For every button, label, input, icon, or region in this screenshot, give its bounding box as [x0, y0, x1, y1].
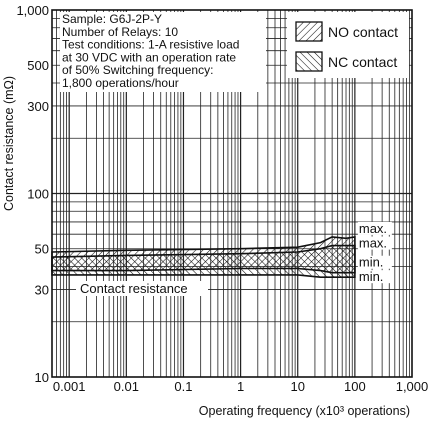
- annotation-line: Sample: G6J-2P-Y: [62, 12, 162, 26]
- annotation-background: [60, 12, 266, 92]
- x-axis-label: Operating frequency (x10³ operations): [199, 404, 410, 418]
- y-tick-label: 30: [35, 282, 49, 297]
- x-tick-label: 1: [237, 379, 244, 394]
- x-tick-label: 0.1: [174, 379, 192, 394]
- plot-frame: [51, 9, 413, 378]
- y-tick-label: 300: [27, 99, 49, 114]
- x-tick-label: 0.01: [114, 379, 139, 394]
- legend: NO contact NC contact: [287, 12, 409, 78]
- bound-label: max.: [359, 221, 387, 236]
- y-axis-label: Contact resistance (mΩ): [2, 76, 16, 211]
- legend-swatch: [295, 51, 323, 72]
- bound-label: min.: [359, 269, 384, 284]
- tick-labels: 0.001 0.01 0.1 1 10 100 1,000 10 30 50 100 300 500 1,…: [16, 3, 428, 394]
- x-tick-label: 10: [290, 379, 304, 394]
- annotation-line: at 30 VDC with an operation rate: [62, 50, 236, 64]
- x-tick-label: 100: [344, 379, 366, 394]
- legend-label: NC contact: [328, 54, 397, 70]
- y-tick-label: 50: [35, 242, 49, 257]
- band-label-background: [76, 281, 208, 296]
- band-label: Contact resistance: [80, 281, 188, 296]
- annotation-line: Test conditions: 1-A resistive load: [62, 38, 239, 52]
- legend-swatch: [295, 21, 323, 42]
- legend-label: NO contact: [328, 24, 398, 40]
- chart-labels: Contact resistance max.max. min.min.: [76, 221, 392, 296]
- bound-label-background: [357, 236, 392, 250]
- y-tick-label: 10: [35, 370, 49, 385]
- data-bands: [51, 235, 356, 278]
- bound-label-background: [357, 221, 392, 235]
- bound-label: max.: [359, 236, 387, 251]
- x-tick-label: 0.001: [53, 379, 86, 394]
- bound-label-background: [357, 255, 392, 269]
- annotation-line: 1,800 operations/hour: [62, 76, 179, 90]
- y-tick-label: 1,000: [16, 3, 49, 18]
- y-tick-label: 100: [27, 187, 49, 202]
- bound-label-background: [357, 270, 392, 284]
- y-tick-label: 500: [27, 58, 49, 73]
- bound-label: min.: [359, 255, 384, 270]
- annotation-line: Number of Relays: 10: [62, 25, 178, 39]
- x-tick-label: 1,000: [396, 379, 428, 394]
- band-nc-contact: [51, 244, 356, 278]
- annotation-line: of 50% Switching frequency:: [62, 63, 213, 77]
